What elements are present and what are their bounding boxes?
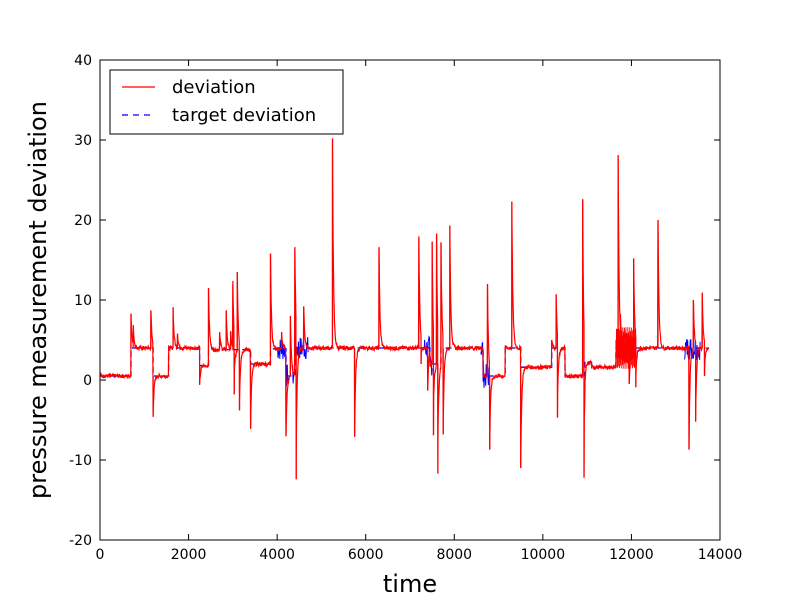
y-tick-label: 0 — [83, 373, 92, 389]
deviation-series — [99, 138, 710, 480]
y-tick-label: 40 — [74, 53, 92, 69]
x-tick-label: 8000 — [436, 547, 472, 563]
y-tick-label: 30 — [74, 133, 92, 149]
y-axis-title: pressure measurement deviation — [24, 101, 52, 499]
y-tick-label: 20 — [74, 213, 92, 229]
y-tick-label: -10 — [69, 453, 92, 469]
x-tick-label: 4000 — [259, 547, 295, 563]
x-tick-label: 2000 — [171, 547, 207, 563]
x-tick-label: 0 — [96, 547, 105, 563]
plot-area — [100, 60, 720, 540]
y-tick-label: -20 — [69, 533, 92, 549]
x-tick-label: 10000 — [521, 547, 566, 563]
y-axis-ticks: -20 -10 0 10 20 30 40 — [69, 53, 720, 549]
legend-frame — [109, 69, 344, 135]
x-axis-title: time — [383, 570, 437, 598]
x-tick-label: 6000 — [348, 547, 384, 563]
deviation-oscillation — [615, 327, 637, 369]
deviation-line — [99, 138, 710, 480]
x-tick-label: 14000 — [698, 547, 743, 563]
legend-label-deviation: deviation — [172, 77, 256, 98]
x-tick-label: 12000 — [609, 547, 654, 563]
legend: deviation target deviation — [109, 69, 344, 135]
x-axis-ticks: 0 2000 4000 6000 8000 10000 12000 14000 — [96, 60, 743, 563]
target-jitter — [292, 336, 309, 384]
y-tick-label: 10 — [74, 293, 92, 309]
legend-label-target: target deviation — [172, 105, 316, 126]
